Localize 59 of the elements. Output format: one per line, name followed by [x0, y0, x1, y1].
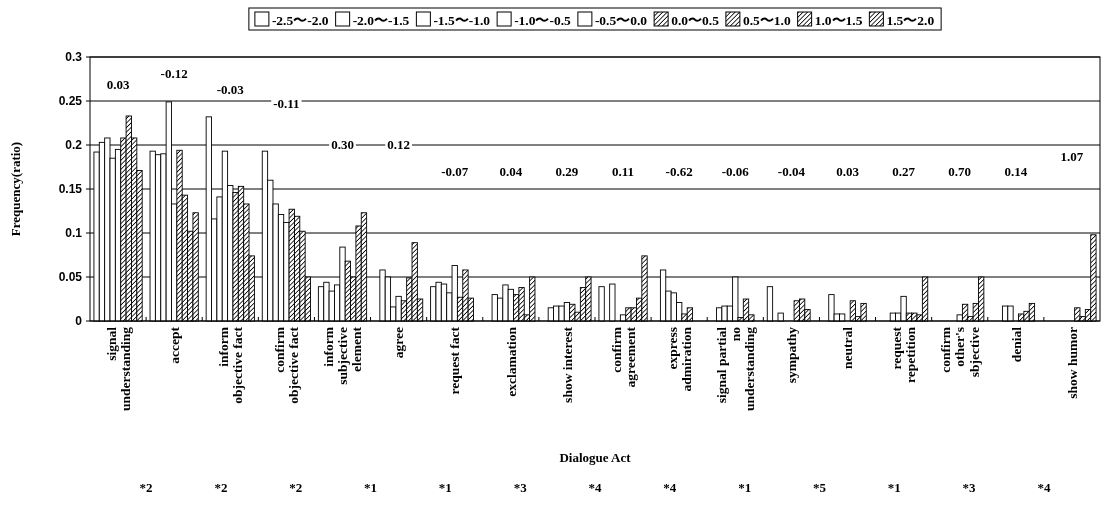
annotation: 0.12 [387, 136, 410, 152]
x-tick-label: sympathy [784, 326, 800, 384]
y-tick-label: 0 [75, 314, 83, 328]
annotation: 1.07 [1060, 148, 1084, 164]
annotation: 0.29 [555, 163, 579, 179]
text: *4 [1037, 480, 1051, 495]
annotation: 0.14 [1004, 163, 1028, 179]
text: *1 [738, 480, 752, 495]
x-axis-title: Dialogue Act [559, 450, 632, 465]
x-tick-label: agree [391, 326, 407, 359]
text: *1 [438, 480, 452, 495]
annotation: 0.27 [892, 163, 916, 179]
x-tick-label: signal understanding [103, 326, 133, 412]
x-tick-label: neutral [840, 326, 856, 369]
annotation: 0.30 [331, 136, 354, 152]
annotation: -0.11 [273, 96, 300, 112]
annotation: 0.11 [612, 163, 635, 179]
legend-label: -1.5〜-1.0 [433, 12, 491, 28]
y-tick-label: 0.1 [65, 226, 83, 240]
legend-label: -0.5〜0.0 [594, 12, 648, 28]
y-tick-label: 0.3 [65, 50, 83, 64]
text: *4 [588, 480, 602, 495]
text: *2 [214, 480, 228, 495]
legend-label: 0.0〜0.5 [671, 12, 720, 28]
annotation: -0.06 [721, 163, 750, 179]
y-tick-label: 0.25 [58, 94, 83, 108]
x-tick-label: request fact [447, 326, 463, 395]
text: *2 [139, 480, 153, 495]
y-axis-title: Frequency(ratio) [8, 141, 23, 237]
x-tick-label: show humor [1064, 326, 1080, 399]
legend-label: -2.0〜-1.5 [352, 12, 410, 28]
annotation: -0.03 [216, 82, 245, 98]
annotation: -0.12 [160, 66, 188, 82]
annotation: 0.70 [948, 163, 972, 179]
x-tick-label: accept [166, 326, 182, 364]
annotation: -0.04 [777, 163, 806, 179]
annotation: 0.04 [499, 163, 523, 179]
annotation: 0.03 [836, 163, 860, 179]
text: *2 [289, 480, 303, 495]
x-tick-label: denial [1008, 326, 1024, 363]
text: *3 [962, 480, 977, 495]
text: *1 [887, 480, 901, 495]
text: *5 [812, 480, 827, 495]
x-tick-label: show interest [559, 326, 575, 403]
x-tick-label: exclamation [503, 326, 519, 397]
legend-label: 1.5〜2.0 [886, 12, 935, 28]
y-tick-label: 0.05 [58, 270, 83, 284]
legend-label: 0.5〜1.0 [742, 12, 791, 28]
text: *1 [364, 480, 378, 495]
annotation: -0.62 [665, 163, 693, 179]
text: *3 [513, 480, 528, 495]
y-tick-label: 0.2 [65, 138, 83, 152]
annotation: 0.03 [106, 76, 130, 92]
legend-label: -2.5〜-2.0 [271, 12, 329, 28]
legend-label: 1.0〜1.5 [814, 12, 863, 28]
y-tick-label: 0.15 [58, 182, 83, 196]
annotation: -0.07 [441, 163, 469, 179]
legend-label: -1.0〜-0.5 [514, 12, 572, 28]
text: *4 [663, 480, 677, 495]
